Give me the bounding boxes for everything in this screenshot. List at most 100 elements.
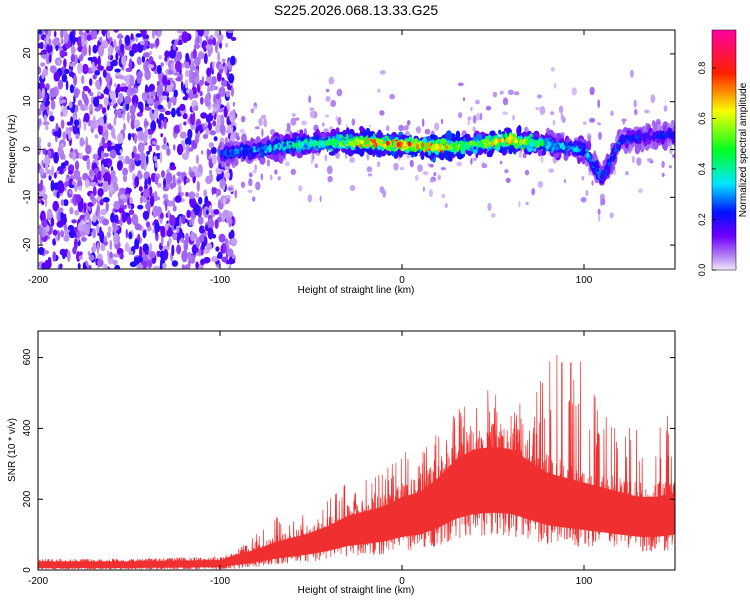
spectrogram-noise-blob xyxy=(216,71,222,82)
spectrogram-noise-blob xyxy=(98,123,103,136)
spectrogram-speckle xyxy=(535,107,540,111)
spectrogram-speckle xyxy=(669,146,673,155)
spectrogram-speckle xyxy=(668,165,673,169)
spectrogram-speckle xyxy=(646,158,653,162)
spectrogram-speckle xyxy=(376,161,381,168)
spectrogram-signal-blob xyxy=(359,139,364,145)
spectrogram-noise-blob xyxy=(185,232,189,244)
spectrogram-signal-blob xyxy=(363,140,367,146)
spectrogram-noise-blob xyxy=(77,231,80,240)
spectrogram-speckle xyxy=(239,128,245,134)
spectrogram-signal-blob xyxy=(483,142,487,149)
colorbar-tick-3: 0.6 xyxy=(697,112,707,125)
spectrogram-noise-blob xyxy=(218,86,226,98)
spectrogram-noise-blob xyxy=(137,101,144,110)
spectrogram-signal-blob xyxy=(435,143,439,151)
spectrogram-noise-blob xyxy=(110,212,115,223)
spectrogram-noise-blob xyxy=(81,236,87,242)
spectrogram-noise-blob xyxy=(139,142,144,154)
spectrogram-noise-blob xyxy=(41,219,48,228)
spectrogram-speckle xyxy=(504,169,509,174)
spectrogram-noise-blob xyxy=(137,70,143,79)
spectrogram-noise-blob xyxy=(50,99,56,110)
spectrogram-noise-blob xyxy=(195,154,199,164)
spectrogram-noise-blob xyxy=(61,73,68,83)
spectrogram-signal-blob xyxy=(623,127,629,132)
spectrogram-signal-blob xyxy=(586,140,592,151)
spectrogram-noise-blob xyxy=(101,163,105,173)
spectrogram-noise-blob xyxy=(52,200,59,212)
spectrogram-noise-blob xyxy=(93,189,97,196)
spectrogram-speckle xyxy=(251,196,256,202)
spectrogram-speckle xyxy=(479,112,483,121)
spectrogram-noise-blob xyxy=(207,39,214,45)
spectrogram-noise-blob xyxy=(55,44,59,52)
spectrogram-noise-blob xyxy=(195,75,200,84)
spectrogram-signal-blob xyxy=(226,149,230,157)
spectrogram-signal-blob xyxy=(577,148,581,152)
spectrogram-noise-blob xyxy=(192,48,197,60)
spectrogram-noise-blob xyxy=(166,148,171,156)
spectrogram-noise-blob xyxy=(218,69,223,74)
spectrogram-noise-blob xyxy=(230,229,235,240)
spectrogram-noise-blob xyxy=(115,52,119,61)
spectrogram-signal-blob xyxy=(525,141,528,145)
spectrogram-speckle xyxy=(428,189,433,198)
spectrogram-noise-blob xyxy=(131,133,134,138)
spectrogram-noise-blob xyxy=(48,38,52,47)
spectrogram-noise-blob xyxy=(148,145,153,153)
spectrogram-noise-blob xyxy=(173,124,181,134)
spectrogram-noise-blob xyxy=(138,186,143,192)
spectrogram-noise-blob xyxy=(103,125,106,132)
snr-x-tick-100: 100 xyxy=(576,576,593,587)
spectrogram-noise-blob xyxy=(160,133,163,138)
spectrogram-speckle xyxy=(440,118,444,125)
spectrogram-signal-blob xyxy=(553,152,560,159)
spectrogram-signal-blob xyxy=(253,151,257,158)
spectrogram-speckle xyxy=(270,129,276,136)
spectrogram-noise-blob xyxy=(97,44,105,57)
spectrogram-noise-blob xyxy=(123,122,126,132)
spectrogram-noise-blob xyxy=(162,262,167,269)
spectrogram-signal-blob xyxy=(412,142,416,149)
spectrogram-noise-blob xyxy=(172,232,178,241)
spectrogram-noise-blob xyxy=(207,227,214,240)
spectrogram-noise-blob xyxy=(217,33,224,42)
spectrogram-signal-blob xyxy=(319,140,324,147)
spectrogram-speckle xyxy=(307,194,313,203)
spectrogram-signal-blob xyxy=(369,141,372,145)
spectrogram-noise-blob xyxy=(97,65,104,71)
spectrogram-noise-blob xyxy=(89,192,95,201)
spectrogram-noise-blob xyxy=(157,104,164,110)
spectrogram-speckle xyxy=(462,97,466,102)
spectrogram-noise-blob xyxy=(60,119,65,129)
spectrogram-speckle xyxy=(311,152,315,162)
spectrogram-noise-blob xyxy=(173,89,178,98)
spectrogram-noise-blob xyxy=(146,97,154,105)
spectrogram-noise-blob xyxy=(47,150,52,159)
spectrogram-noise-blob xyxy=(71,219,77,224)
spectrogram-signal-blob xyxy=(607,161,612,167)
spectrogram-speckle xyxy=(351,118,356,126)
spectrogram-noise-blob xyxy=(213,136,218,142)
spectrogram-noise-blob xyxy=(114,264,121,269)
spectrogram-noise-blob xyxy=(98,116,104,127)
spectrogram-signal-blob xyxy=(527,146,533,153)
spectrogram-noise-blob xyxy=(176,171,182,177)
spectrogram-noise-blob xyxy=(56,191,60,199)
spectrogram-speckle xyxy=(308,95,312,104)
spectrogram-signal-blob xyxy=(313,140,317,143)
spectrogram-speckle xyxy=(253,105,258,110)
spectrogram-noise-blob xyxy=(226,30,234,34)
spectrogram-noise-blob xyxy=(92,214,97,223)
spectrogram-noise-blob xyxy=(147,64,155,69)
spectrogram-noise-blob xyxy=(104,87,109,95)
spectrogram-speckle xyxy=(241,115,246,123)
spectrogram-speckle xyxy=(433,172,437,177)
spectrogram-speckle xyxy=(467,119,470,126)
spectrogram-noise-blob xyxy=(72,152,76,161)
spectrogram-noise-blob xyxy=(64,68,70,75)
spectrogram-noise-blob xyxy=(148,43,155,49)
spectrogram-noise-blob xyxy=(184,218,188,223)
spectrogram-noise-blob xyxy=(129,75,135,87)
